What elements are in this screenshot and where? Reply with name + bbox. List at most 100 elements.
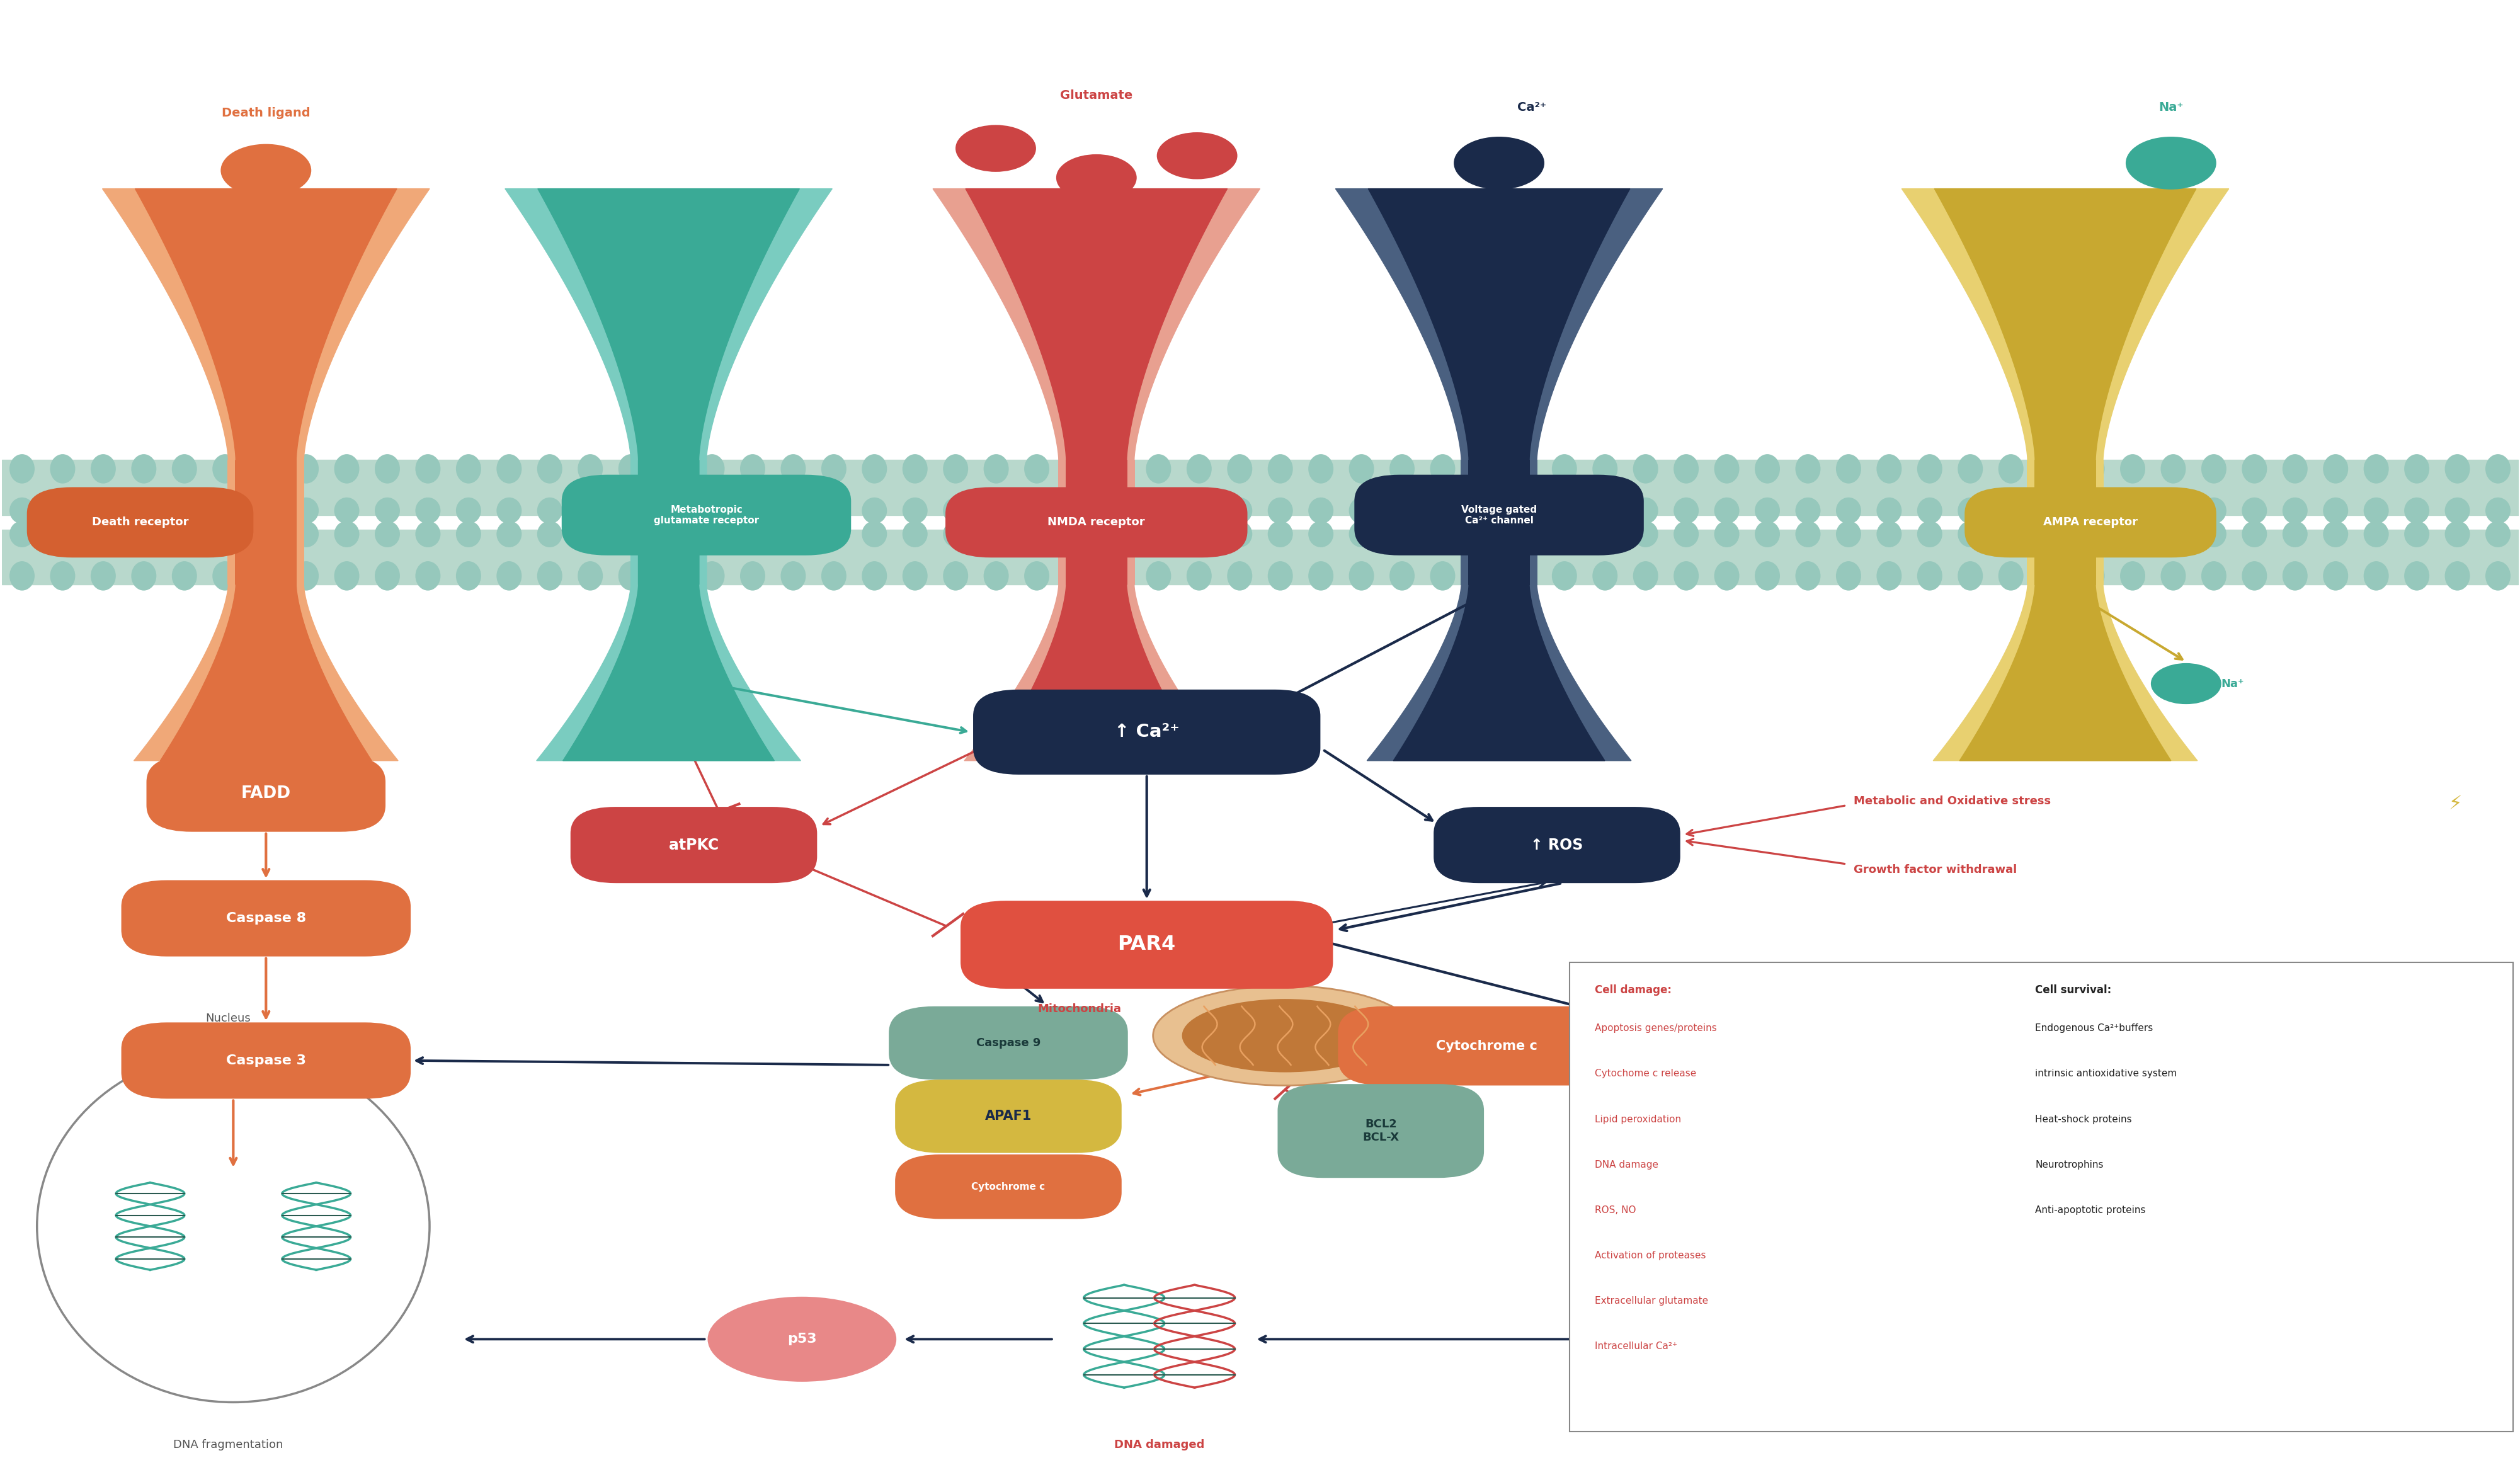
FancyBboxPatch shape <box>570 807 816 883</box>
FancyBboxPatch shape <box>1353 475 1643 556</box>
FancyBboxPatch shape <box>1696 998 1923 1117</box>
Ellipse shape <box>1147 520 1172 547</box>
Text: Na⁺: Na⁺ <box>2220 678 2245 689</box>
Text: Extracellular glutamate: Extracellular glutamate <box>1595 1297 1709 1305</box>
Text: Cell damage:: Cell damage: <box>1595 985 1671 995</box>
FancyBboxPatch shape <box>121 1023 411 1098</box>
Ellipse shape <box>781 454 806 484</box>
Ellipse shape <box>1673 454 1698 484</box>
Ellipse shape <box>1154 986 1416 1085</box>
Ellipse shape <box>416 562 441 591</box>
Ellipse shape <box>2079 562 2104 591</box>
FancyBboxPatch shape <box>945 487 1247 557</box>
Ellipse shape <box>252 520 277 547</box>
Polygon shape <box>932 188 1260 760</box>
Ellipse shape <box>2202 497 2225 523</box>
Ellipse shape <box>862 454 887 484</box>
Ellipse shape <box>1633 454 1658 484</box>
Ellipse shape <box>1754 562 1779 591</box>
Polygon shape <box>965 188 1227 760</box>
Ellipse shape <box>10 497 35 523</box>
Ellipse shape <box>2364 454 2389 484</box>
Ellipse shape <box>1998 497 2024 523</box>
Ellipse shape <box>1837 562 1862 591</box>
FancyBboxPatch shape <box>960 901 1333 989</box>
Ellipse shape <box>902 520 927 547</box>
Ellipse shape <box>1147 497 1172 523</box>
Ellipse shape <box>537 562 562 591</box>
Ellipse shape <box>2323 454 2349 484</box>
Ellipse shape <box>375 454 401 484</box>
Ellipse shape <box>1633 562 1658 591</box>
Ellipse shape <box>295 454 318 484</box>
Ellipse shape <box>2119 454 2145 484</box>
Text: Heat-shock proteins: Heat-shock proteins <box>2036 1114 2132 1125</box>
Text: Caspase 8: Caspase 8 <box>227 911 305 925</box>
FancyBboxPatch shape <box>28 487 255 557</box>
Ellipse shape <box>1754 497 1779 523</box>
Ellipse shape <box>496 454 522 484</box>
Ellipse shape <box>2485 454 2510 484</box>
Ellipse shape <box>171 454 197 484</box>
Ellipse shape <box>1512 562 1537 591</box>
Ellipse shape <box>1877 520 1903 547</box>
Text: Metabotropic
glutamate receptor: Metabotropic glutamate receptor <box>653 504 759 525</box>
Circle shape <box>2152 663 2220 704</box>
Polygon shape <box>1336 188 1663 760</box>
Ellipse shape <box>2119 520 2145 547</box>
Ellipse shape <box>1147 562 1172 591</box>
FancyBboxPatch shape <box>1434 807 1681 883</box>
Text: Caspase 3: Caspase 3 <box>227 1054 305 1067</box>
Text: Ca²⁺: Ca²⁺ <box>1517 101 1547 113</box>
Ellipse shape <box>252 497 277 523</box>
Ellipse shape <box>375 497 401 523</box>
Ellipse shape <box>2444 497 2470 523</box>
Ellipse shape <box>983 520 1008 547</box>
Ellipse shape <box>2160 454 2185 484</box>
Ellipse shape <box>1918 562 1943 591</box>
Ellipse shape <box>212 454 237 484</box>
Ellipse shape <box>1673 562 1698 591</box>
Ellipse shape <box>2202 562 2225 591</box>
Ellipse shape <box>2364 497 2389 523</box>
Ellipse shape <box>1512 497 1537 523</box>
FancyBboxPatch shape <box>973 689 1320 775</box>
Text: DNA fragmentation: DNA fragmentation <box>174 1439 282 1451</box>
Ellipse shape <box>2364 520 2389 547</box>
Ellipse shape <box>252 562 277 591</box>
Ellipse shape <box>1187 562 1212 591</box>
Ellipse shape <box>1429 454 1454 484</box>
Ellipse shape <box>2243 454 2268 484</box>
Ellipse shape <box>416 520 441 547</box>
Ellipse shape <box>1023 497 1048 523</box>
Ellipse shape <box>1268 562 1293 591</box>
Ellipse shape <box>1308 520 1333 547</box>
Ellipse shape <box>902 562 927 591</box>
Polygon shape <box>136 188 396 760</box>
Ellipse shape <box>1754 454 1779 484</box>
FancyBboxPatch shape <box>1570 963 2512 1432</box>
Text: Voltage gated
Ca²⁺ channel: Voltage gated Ca²⁺ channel <box>1462 504 1537 525</box>
Ellipse shape <box>131 562 156 591</box>
Ellipse shape <box>942 454 968 484</box>
Text: Mitochondria: Mitochondria <box>1038 1004 1121 1014</box>
Ellipse shape <box>1918 497 1943 523</box>
Ellipse shape <box>701 562 726 591</box>
Ellipse shape <box>1268 520 1293 547</box>
Ellipse shape <box>1794 454 1819 484</box>
Ellipse shape <box>2160 520 2185 547</box>
Ellipse shape <box>1066 497 1091 523</box>
Ellipse shape <box>1998 454 2024 484</box>
Ellipse shape <box>658 497 683 523</box>
Text: FADD: FADD <box>242 785 290 801</box>
Ellipse shape <box>2039 520 2064 547</box>
Ellipse shape <box>1023 454 1048 484</box>
Ellipse shape <box>335 454 360 484</box>
Text: Activation of proteases: Activation of proteases <box>1595 1251 1706 1260</box>
Ellipse shape <box>2364 562 2389 591</box>
Ellipse shape <box>131 454 156 484</box>
Ellipse shape <box>2160 562 2185 591</box>
FancyBboxPatch shape <box>890 1007 1129 1079</box>
Ellipse shape <box>50 454 76 484</box>
Ellipse shape <box>295 520 318 547</box>
